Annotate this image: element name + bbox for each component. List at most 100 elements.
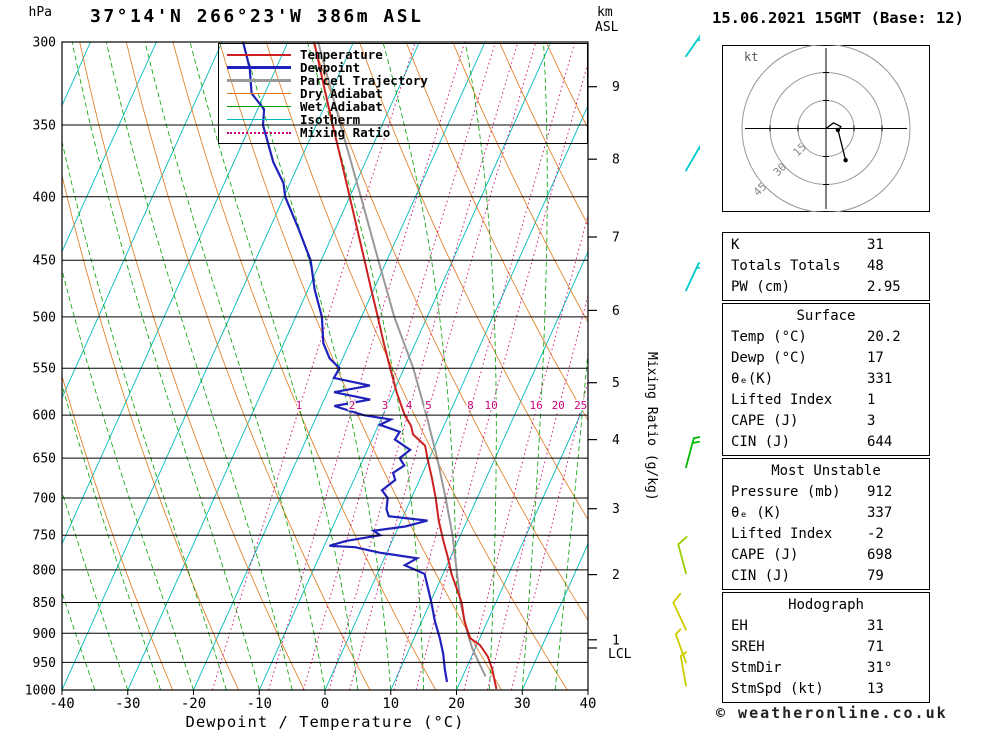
table-row-value: 2.95 [867, 279, 901, 295]
table-row-value: 912 [867, 484, 893, 500]
pressure-tick-label: 600 [33, 409, 56, 424]
parcel-curve [317, 42, 487, 677]
wind-barb [685, 30, 700, 58]
table-row-label: CIN (J) [731, 568, 791, 584]
pressure-tick-label: 900 [33, 627, 56, 642]
mixing-ratio-label: 4 [406, 399, 413, 412]
table-row-label: StmSpd (kt) [731, 681, 824, 697]
table-row-value: 31° [867, 660, 893, 676]
table-hodograph: Hodograph EH 31 SREH 71 StmDir 31° StmSpd (kt) 1… [722, 592, 930, 703]
table-row-label: Lifted Index [731, 526, 833, 542]
table-row: CIN (J) 644 [723, 432, 929, 453]
table-row: Totals Totals 48 [723, 256, 929, 277]
table-indices: K 31 Totals Totals 48 PW (cm) 2.95 [722, 232, 930, 301]
legend-swatch [227, 93, 291, 94]
table-row: Lifted Index 1 [723, 390, 929, 411]
temperature-curve [313, 42, 498, 690]
km-tick-label: 7 [612, 231, 620, 246]
table-row: K 31 [723, 235, 929, 256]
temp-tick-label: -10 [247, 696, 272, 712]
pressure-tick-label: 450 [33, 254, 56, 269]
wind-barb [685, 262, 700, 292]
hodograph-border [722, 45, 930, 212]
legend-swatch [227, 66, 291, 69]
legend-label: Parcel Trajectory [300, 73, 428, 88]
temp-tick-label: -40 [49, 696, 74, 712]
table-row: Temp (°C) 20.2 [723, 327, 929, 348]
legend-swatch [227, 131, 291, 134]
table-row-label: EH [731, 618, 748, 634]
table-row-value: 48 [867, 258, 884, 274]
km-tick-label: 3 [612, 502, 620, 517]
table-row: θₑ(K) 331 [723, 369, 929, 390]
table-row-label: SREH [731, 639, 765, 655]
table-row-value: 31 [867, 618, 884, 634]
pressure-tick-label: 650 [33, 452, 56, 467]
station-title: 37°14'N 266°23'W 386m ASL [90, 6, 424, 27]
pressure-tick-label: 850 [33, 596, 56, 611]
table-row: EH 31 [723, 616, 929, 637]
pressure-tick-label: 300 [33, 36, 56, 51]
table-row: CAPE (J) 698 [723, 545, 929, 566]
legend-label: Dewpoint [300, 60, 361, 75]
table-title: Most Unstable [771, 463, 881, 479]
legend-item: Mixing Ratio [227, 125, 587, 140]
table-row-label: CAPE (J) [731, 413, 799, 429]
table-title: Hodograph [788, 597, 864, 613]
mixing-ratio-labels: 1 2 3 4 5 8 10 16 20 25 [294, 398, 589, 414]
hodograph-ring-label: 30 [771, 160, 790, 179]
wind-barbs [672, 30, 700, 687]
table-row: CIN (J) 79 [723, 566, 929, 587]
wind-barb [677, 536, 688, 575]
table-row-value: 17 [867, 350, 884, 366]
temp-tick-label: 40 [580, 696, 597, 712]
table-row-value: 79 [867, 568, 884, 584]
table-row-label: θₑ (K) [731, 505, 782, 521]
table-row-label: CAPE (J) [731, 547, 799, 563]
pressure-tick-label: 350 [33, 119, 56, 134]
legend-label: Wet Adiabat [300, 99, 383, 114]
table-row-value: 20.2 [867, 329, 901, 345]
pressure-axis: 300 350 400 450 500 550 600 650 700 750 800 850 900 9… [25, 5, 588, 699]
temp-tick-label: 30 [514, 696, 531, 712]
km-tick-label: 8 [612, 153, 620, 168]
table-row-label: StmDir [731, 660, 782, 676]
chart-legend: Temperature Dewpoint Parcel Trajectory Dry … [218, 43, 588, 144]
table-row-label: Lifted Index [731, 392, 833, 408]
table-row-value: 644 [867, 434, 893, 450]
mixing-ratio-axis-label: Mixing Ratio (g/kg) [644, 352, 659, 501]
table-row-value: 13 [867, 681, 884, 697]
km-tick-label: 2 [612, 568, 620, 583]
table-row-value: 1 [867, 392, 876, 408]
km-tick-label: 4 [612, 433, 620, 448]
table-row: SREH 71 [723, 637, 929, 658]
hodograph-dot [835, 127, 841, 133]
hodograph-ring-label: 15 [790, 141, 809, 160]
mixing-ratio-label: 10 [484, 399, 497, 412]
km-tick-label: 5 [612, 376, 620, 391]
pressure-tick-label: 750 [33, 529, 56, 544]
copyright: © weatheronline.co.uk [716, 704, 948, 722]
km-tick-label: 6 [612, 304, 620, 319]
temp-tick-label: -30 [115, 696, 140, 712]
wind-barb [685, 143, 700, 172]
pressure-tick-label: 950 [33, 656, 56, 671]
datetime-title: 15.06.2021 15GMT (Base: 12) [712, 9, 964, 27]
pressure-tick-label: 400 [33, 190, 56, 205]
table-row-value: 698 [867, 547, 893, 563]
table-row: PW (cm) 2.95 [723, 277, 929, 298]
hodograph-ring [741, 45, 911, 212]
table-row: CAPE (J) 3 [723, 411, 929, 432]
km-axis-unit: ASL [595, 20, 619, 35]
wind-barb [674, 628, 687, 664]
legend-label: Mixing Ratio [300, 125, 391, 140]
legend-swatch [227, 53, 291, 56]
legend-label: Isotherm [300, 112, 361, 127]
table-row-label: K [731, 237, 740, 253]
temp-tick-label: 10 [382, 696, 399, 712]
table-row: StmDir 31° [723, 658, 929, 679]
table-row: Pressure (mb) 912 [723, 482, 929, 503]
table-row-value: -2 [867, 526, 884, 542]
table-most-unstable: Most Unstable Pressure (mb) 912 θₑ (K) 337 Li… [722, 458, 930, 590]
